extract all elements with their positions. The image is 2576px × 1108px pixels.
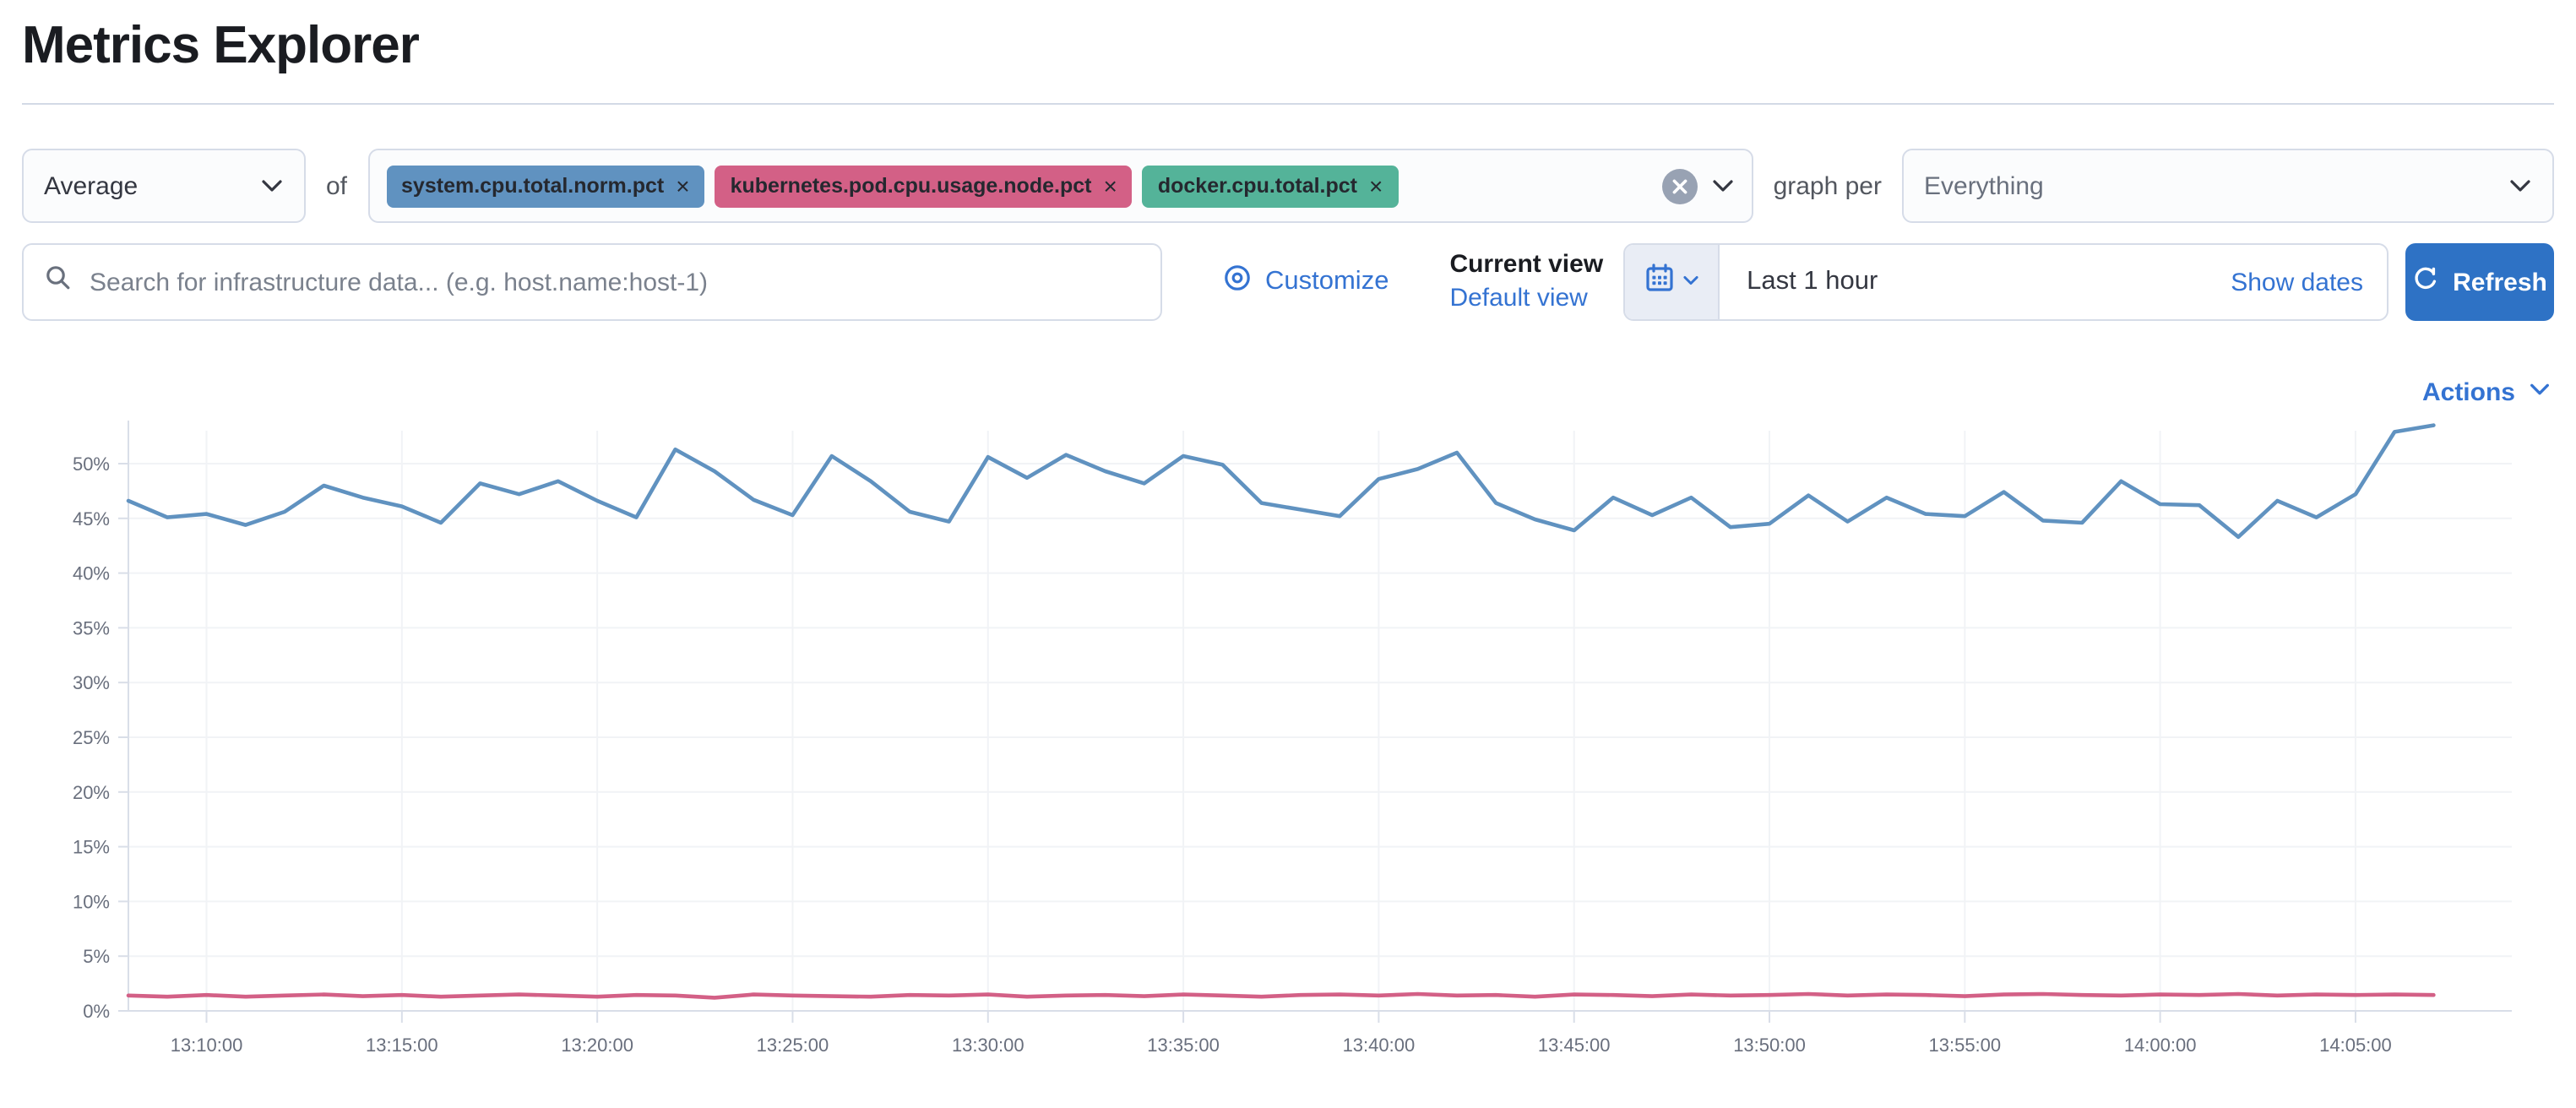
svg-text:13:35:00: 13:35:00: [1147, 1035, 1220, 1056]
metric-tag-label: kubernetes.pod.cpu.usage.node.pct: [730, 174, 1092, 198]
quick-select-button[interactable]: [1625, 245, 1720, 319]
aggregation-value: Average: [44, 171, 139, 200]
metrics-chart[interactable]: 0% 5% 10% 15% 20% 25% 30% 35% 40% 45% 50% 13:10:00 1…: [22, 417, 2554, 1093]
date-picker: Last 1 hour Show dates: [1623, 243, 2389, 321]
remove-metric-icon[interactable]: ×: [1369, 172, 1383, 199]
customize-button[interactable]: Customize: [1223, 263, 1389, 301]
metric-tag[interactable]: system.cpu.total.norm.pct ×: [386, 165, 705, 207]
chevron-down-icon: [1682, 267, 1699, 297]
remove-metric-icon[interactable]: ×: [1103, 172, 1117, 199]
svg-text:40%: 40%: [73, 563, 110, 584]
svg-text:10%: 10%: [73, 891, 110, 912]
customize-eye-icon: [1223, 263, 1252, 301]
svg-text:13:20:00: 13:20:00: [561, 1035, 633, 1056]
page-title: Metrics Explorer: [22, 15, 420, 74]
chevron-down-icon[interactable]: [1711, 174, 1735, 198]
remove-metric-icon[interactable]: ×: [676, 172, 690, 199]
refresh-icon: [2412, 265, 2439, 299]
search-box[interactable]: [22, 243, 1162, 321]
chart-panel: 0% 5% 10% 15% 20% 25% 30% 35% 40% 45% 50% 13:10:00 1…: [22, 417, 2554, 1101]
svg-text:13:15:00: 13:15:00: [366, 1035, 438, 1056]
graph-per-label: graph per: [1773, 171, 1882, 200]
group-by-select[interactable]: Everything: [1902, 149, 2554, 223]
svg-text:15%: 15%: [73, 837, 110, 858]
clear-metrics-icon[interactable]: [1661, 168, 1698, 204]
chevron-down-icon: [2508, 174, 2532, 198]
aggregation-select[interactable]: Average: [22, 149, 306, 223]
svg-text:35%: 35%: [73, 617, 110, 638]
metrics-toolbar: Average of system.cpu.total.norm.pct × kub…: [22, 149, 2554, 223]
customize-label: Customize: [1265, 267, 1389, 296]
search-icon: [44, 263, 73, 301]
refresh-button[interactable]: Refresh: [2405, 243, 2554, 321]
svg-text:14:05:00: 14:05:00: [2319, 1035, 2392, 1056]
metric-tag[interactable]: kubernetes.pod.cpu.usage.node.pct ×: [715, 165, 1133, 207]
header-divider: [22, 103, 2554, 105]
actions-menu-button[interactable]: Actions: [2422, 378, 2551, 407]
svg-text:20%: 20%: [73, 782, 110, 803]
chevron-down-icon: [2529, 378, 2551, 407]
metric-tag[interactable]: docker.cpu.total.pct ×: [1142, 165, 1399, 207]
chart-header: Actions: [22, 378, 2554, 407]
svg-text:13:10:00: 13:10:00: [171, 1035, 243, 1056]
metric-tag-label: system.cpu.total.norm.pct: [401, 174, 665, 198]
metric-tag-label: docker.cpu.total.pct: [1157, 174, 1358, 198]
svg-text:13:50:00: 13:50:00: [1733, 1035, 1806, 1056]
filter-bar: Customize Current view Default view: [22, 243, 2554, 321]
show-dates-button[interactable]: Show dates: [2231, 268, 2363, 296]
time-range-value[interactable]: Last 1 hour: [1747, 267, 1878, 296]
metrics-combobox[interactable]: system.cpu.total.norm.pct × kubernetes.pod…: [367, 149, 1753, 223]
chevron-down-icon: [260, 174, 284, 198]
svg-text:13:30:00: 13:30:00: [952, 1035, 1024, 1056]
svg-text:50%: 50%: [73, 454, 110, 475]
calendar-icon: [1644, 262, 1676, 302]
svg-text:13:55:00: 13:55:00: [1929, 1035, 2002, 1056]
current-view-label: Current view: [1449, 250, 1604, 279]
svg-text:30%: 30%: [73, 672, 110, 693]
svg-text:13:45:00: 13:45:00: [1538, 1035, 1611, 1056]
of-label: of: [326, 171, 348, 200]
default-view-link[interactable]: Default view: [1449, 283, 1588, 312]
search-input[interactable]: [90, 268, 1140, 296]
actions-label: Actions: [2421, 378, 2515, 407]
svg-text:13:25:00: 13:25:00: [757, 1035, 829, 1056]
group-by-value: Everything: [1924, 171, 2044, 200]
svg-text:25%: 25%: [73, 727, 110, 748]
svg-text:14:00:00: 14:00:00: [2124, 1035, 2197, 1056]
svg-text:45%: 45%: [73, 508, 110, 530]
svg-text:13:40:00: 13:40:00: [1343, 1035, 1416, 1056]
saved-views-control: Current view Default view: [1449, 250, 1604, 312]
refresh-label: Refresh: [2453, 268, 2547, 296]
svg-text:5%: 5%: [83, 946, 110, 967]
svg-text:0%: 0%: [83, 1001, 110, 1022]
